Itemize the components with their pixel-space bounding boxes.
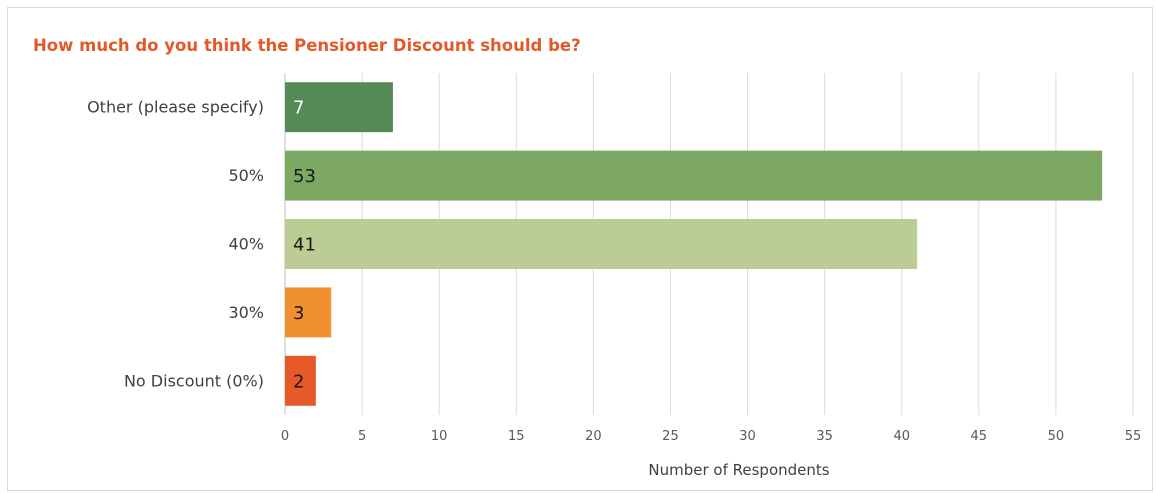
category-label: Other (please specify) [87,98,264,117]
x-tick-label: 55 [1125,429,1142,444]
bar [285,355,316,406]
data-label: 2 [293,371,304,392]
category-labels: Other (please specify) 50% 40% 30% No Discou… [87,98,264,391]
bar [285,150,1103,201]
x-axis-label: Number of Respondents [648,461,829,479]
bars: 7 53 41 3 2 [285,82,1103,406]
data-label: 41 [293,235,316,256]
x-tick-label: 15 [508,429,525,444]
data-label: 7 [293,98,304,119]
bar [285,219,918,269]
category-label: 30% [228,303,264,322]
x-tick-label: 45 [971,429,988,444]
x-tick-label: 30 [739,429,756,444]
bar [285,82,393,133]
chart-title: How much do you think the Pensioner Disc… [33,36,581,55]
x-tick-label: 40 [893,429,910,444]
category-label: No Discount (0%) [124,371,264,390]
bar [285,287,332,338]
category-label: 40% [228,235,264,254]
data-label: 3 [293,303,304,324]
x-tick-label: 50 [1048,429,1065,444]
x-tick-label: 0 [281,429,289,444]
data-label: 53 [293,166,316,187]
x-tick-label: 35 [816,429,833,444]
x-tick-label: 20 [585,429,602,444]
x-tick-label: 5 [358,429,366,444]
category-label: 50% [228,166,264,185]
x-tick-labels: 0 5 10 15 20 25 30 35 40 45 50 55 [281,429,1141,444]
x-tick-label: 10 [431,429,448,444]
x-tick-label: 25 [662,429,679,444]
